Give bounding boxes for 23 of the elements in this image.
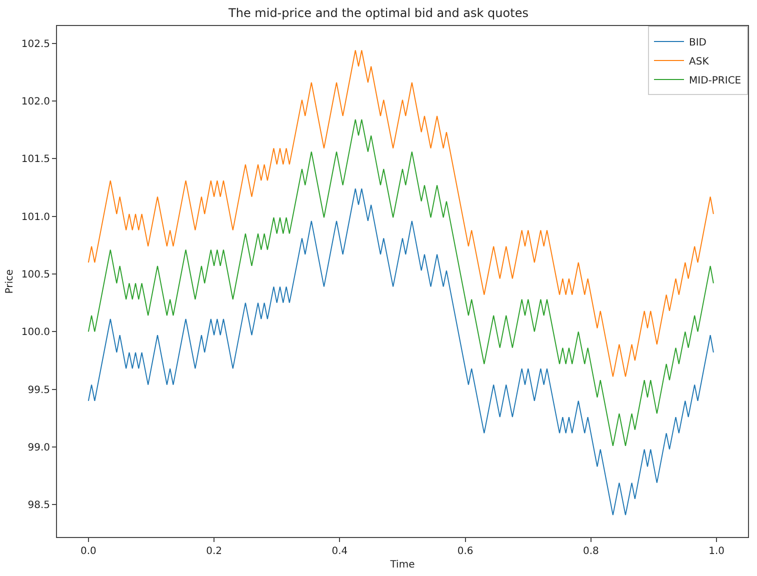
x-tick-label: 0.2 xyxy=(206,546,222,557)
x-tick-label: 0.4 xyxy=(332,546,348,557)
x-tick-label: 0.6 xyxy=(457,546,474,557)
x-axis-title: Time xyxy=(389,560,415,570)
y-axis-title: Price xyxy=(4,269,16,294)
line-series xyxy=(88,118,714,446)
y-tick-label: 102.0 xyxy=(21,96,50,108)
x-tick-label: 0.0 xyxy=(80,546,96,557)
x-tick-label: 0.8 xyxy=(582,546,599,557)
legend-label: BID xyxy=(689,37,707,48)
y-tick-label: 100.0 xyxy=(21,327,50,338)
y-tick-label: 102.5 xyxy=(21,38,50,50)
y-tick-label: 99.0 xyxy=(28,442,50,454)
y-tick-label: 100.5 xyxy=(21,270,50,280)
legend-label: MID-PRICE xyxy=(689,75,742,86)
y-tick-label: 99.5 xyxy=(28,384,50,396)
x-tick-label: 1.0 xyxy=(708,546,725,557)
y-tick-label: 101.5 xyxy=(21,154,50,166)
chart-title: The mid-price and the optimal bid and ask quotes xyxy=(228,6,528,20)
y-tick-label: 101.0 xyxy=(21,212,50,223)
legend-label: ASK xyxy=(689,56,710,68)
line-series xyxy=(88,188,714,516)
y-tick-label: 98.5 xyxy=(28,500,50,512)
